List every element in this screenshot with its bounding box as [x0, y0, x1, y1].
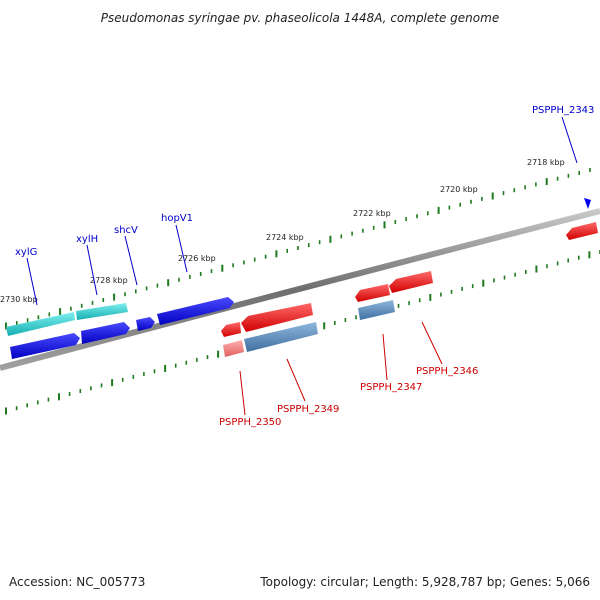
forward-gene-labels: xylG xylH shcV hopV1 PSPPH_2343	[15, 105, 594, 306]
xylH-cds-cyan[interactable]	[76, 303, 128, 320]
gene-label-hopV1[interactable]: hopV1	[161, 213, 193, 224]
reverse-gene-labels: PSPPH_2346 PSPPH_2347 PSPPH_2349 PSPPH_2…	[219, 321, 478, 428]
forward-strand-features	[6, 198, 591, 359]
PSPPH_2343-arrow[interactable]	[584, 198, 591, 209]
leader-line	[175, 224, 188, 273]
leader-line	[124, 235, 138, 286]
outer-tick-ring	[5, 168, 591, 330]
leader-line	[421, 321, 443, 365]
reverse-strand-features	[221, 222, 598, 357]
PSPPH_2350-arrow[interactable]	[221, 322, 241, 337]
leader-line	[86, 244, 98, 296]
kbp-label: 2724 kbp	[266, 233, 304, 242]
accession-text: Accession: NC_005773	[9, 575, 145, 589]
kbp-label: 2722 kbp	[353, 209, 391, 218]
PSPPH_2347-arrow[interactable]	[355, 284, 390, 302]
kbp-label: 2730 kbp	[0, 295, 38, 304]
kbp-label: 2718 kbp	[527, 158, 565, 167]
xylH-arrow[interactable]	[81, 322, 130, 344]
kbp-label: 2728 kbp	[90, 276, 128, 285]
kbp-labels: 2730 kbp 2728 kbp 2726 kbp 2724 kbp 2722…	[0, 158, 565, 304]
leader-line	[286, 358, 306, 402]
PSPPH_2349-rna[interactable]	[244, 322, 318, 352]
gene-label-xylH[interactable]: xylH	[76, 234, 98, 245]
xylG-arrow[interactable]	[10, 333, 80, 359]
genome-backbone	[0, 208, 600, 371]
kbp-label: 2726 kbp	[178, 254, 216, 263]
kbp-label: 2720 kbp	[440, 185, 478, 194]
gene-label-PSPPH_2343[interactable]: PSPPH_2343	[532, 105, 594, 116]
map-title: Pseudomonas syringae pv. phaseolicola 14…	[101, 11, 499, 25]
leader-line	[26, 257, 38, 306]
PSPPH_2349-arrow[interactable]	[241, 303, 313, 332]
PSPPH_2346-arrow[interactable]	[389, 271, 433, 293]
hopV1-arrow[interactable]	[157, 297, 234, 325]
gene-label-xylG[interactable]: xylG	[15, 247, 37, 258]
edge-reverse-arrow[interactable]	[566, 222, 598, 240]
gene-label-shcV[interactable]: shcV	[114, 225, 138, 236]
shcV-arrow[interactable]	[136, 317, 155, 331]
gene-label-PSPPH_2349[interactable]: PSPPH_2349	[277, 404, 339, 415]
gene-label-PSPPH_2346[interactable]: PSPPH_2346	[416, 366, 478, 377]
xylG-cds[interactable]	[6, 312, 75, 336]
leader-line	[561, 116, 578, 164]
PSPPH_2350-rna[interactable]	[223, 340, 244, 357]
gene-label-PSPPH_2350[interactable]: PSPPH_2350	[219, 417, 281, 428]
gene-label-PSPPH_2347[interactable]: PSPPH_2347	[360, 382, 422, 393]
leader-line	[239, 370, 246, 416]
PSPPH_2347-rna[interactable]	[358, 300, 395, 320]
leader-line	[382, 333, 388, 381]
topology-text: Topology: circular; Length: 5,928,787 bp…	[259, 575, 590, 589]
